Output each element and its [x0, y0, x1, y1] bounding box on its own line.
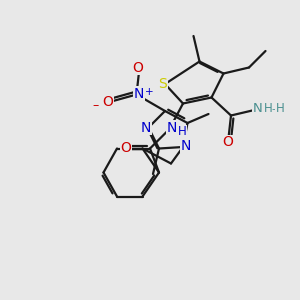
Text: N: N: [180, 139, 190, 152]
Text: S: S: [158, 77, 167, 91]
Text: N: N: [253, 102, 263, 116]
Text: –: –: [92, 99, 98, 112]
Text: N: N: [134, 87, 144, 101]
Text: O: O: [121, 142, 131, 155]
Text: N: N: [167, 121, 177, 134]
Text: N: N: [141, 121, 151, 134]
Text: –: –: [272, 104, 277, 115]
Text: H: H: [263, 102, 272, 116]
Text: +: +: [145, 87, 153, 97]
Text: O: O: [133, 61, 143, 74]
Text: O: O: [223, 136, 233, 149]
Text: H: H: [275, 102, 284, 116]
Text: O: O: [103, 95, 113, 109]
Text: H: H: [178, 125, 187, 139]
